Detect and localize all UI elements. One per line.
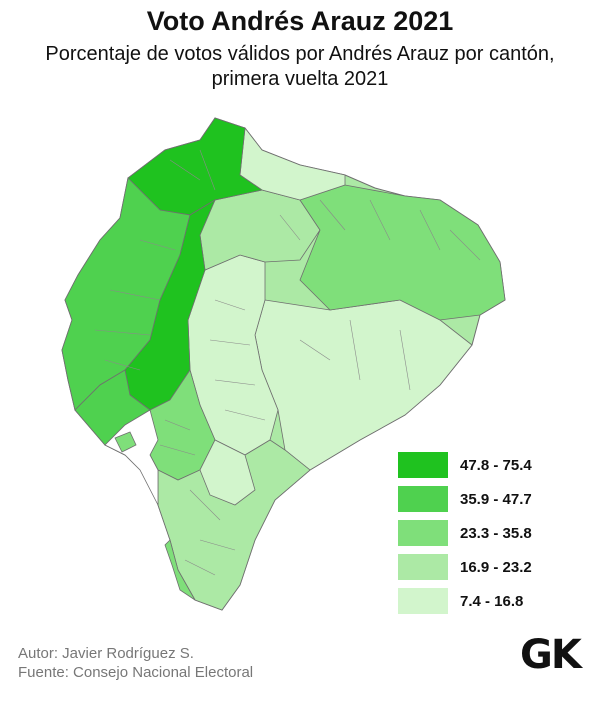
puna-island [114, 431, 137, 453]
legend: 47.8 - 75.4 35.9 - 47.7 23.3 - 35.8 16.9… [398, 448, 578, 618]
region-zamora [199, 439, 256, 506]
author-credit: Autor: Javier Rodríguez S. [18, 645, 194, 662]
legend-label: 35.9 - 47.7 [460, 490, 532, 508]
region-east-amazon [254, 299, 473, 471]
legend-row: 35.9 - 47.7 [398, 482, 578, 516]
gk-logo: GK [520, 632, 582, 678]
credits: Autor: Javier Rodríguez S. Fuente: Conse… [18, 644, 253, 682]
gulf-water [104, 409, 159, 506]
legend-swatch [398, 554, 448, 580]
legend-label: 16.9 - 23.2 [460, 558, 532, 576]
legend-row: 23.3 - 35.8 [398, 516, 578, 550]
legend-row: 47.8 - 75.4 [398, 448, 578, 482]
legend-label: 23.3 - 35.8 [460, 524, 532, 542]
source-credit: Fuente: Consejo Nacional Electoral [18, 664, 254, 681]
region-northeast [299, 184, 506, 321]
map-title: Voto Andrés Arauz 2021 [146, 6, 454, 36]
map-subtitle: Porcentaje de votos válidos por Andrés A… [45, 43, 555, 90]
legend-row: 16.9 - 23.2 [398, 550, 578, 584]
region-southwest [164, 539, 196, 601]
legend-swatch [398, 588, 448, 614]
canton-borders [94, 149, 481, 576]
legend-swatch [398, 486, 448, 512]
legend-label: 47.8 - 75.4 [460, 456, 532, 474]
legend-swatch [398, 452, 448, 478]
legend-label: 7.4 - 16.8 [460, 592, 524, 610]
legend-swatch [398, 520, 448, 546]
legend-row: 7.4 - 16.8 [398, 584, 578, 618]
